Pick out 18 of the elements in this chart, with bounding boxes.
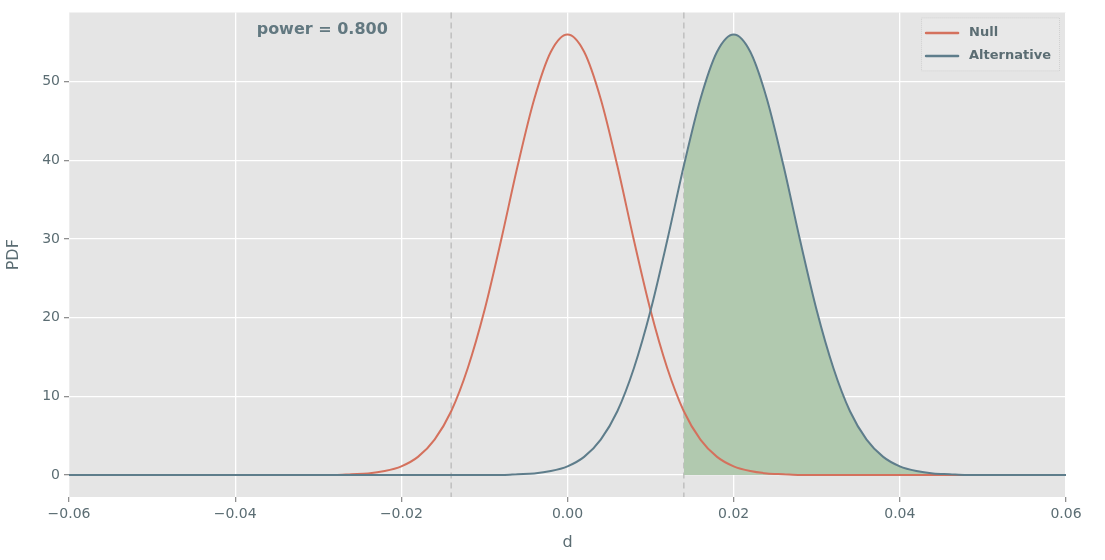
x-tick-label: 0.00: [551, 505, 584, 522]
y-tick-label: 50: [42, 72, 60, 89]
x-tick-label: 0.06: [1050, 505, 1082, 522]
y-tick-label: 20: [42, 308, 60, 325]
legend-label: Null: [969, 24, 999, 40]
x-tick-label: 0.04: [884, 505, 916, 522]
y-tick-label: 30: [42, 229, 60, 246]
y-axis-title: PDF: [2, 239, 22, 271]
annotation: power = 0.800: [256, 18, 388, 38]
x-tick-label: −0.04: [213, 505, 257, 522]
y-tick-label: 10: [42, 386, 60, 403]
legend-label: Alternative: [969, 47, 1052, 63]
x-tick-label: −0.06: [47, 505, 91, 522]
y-tick-label: 40: [42, 150, 60, 167]
y-tick-label: 0: [51, 465, 60, 482]
x-tick-label: −0.02: [379, 505, 423, 522]
x-axis-title: d: [562, 531, 573, 551]
x-tick-label: 0.02: [718, 505, 750, 522]
